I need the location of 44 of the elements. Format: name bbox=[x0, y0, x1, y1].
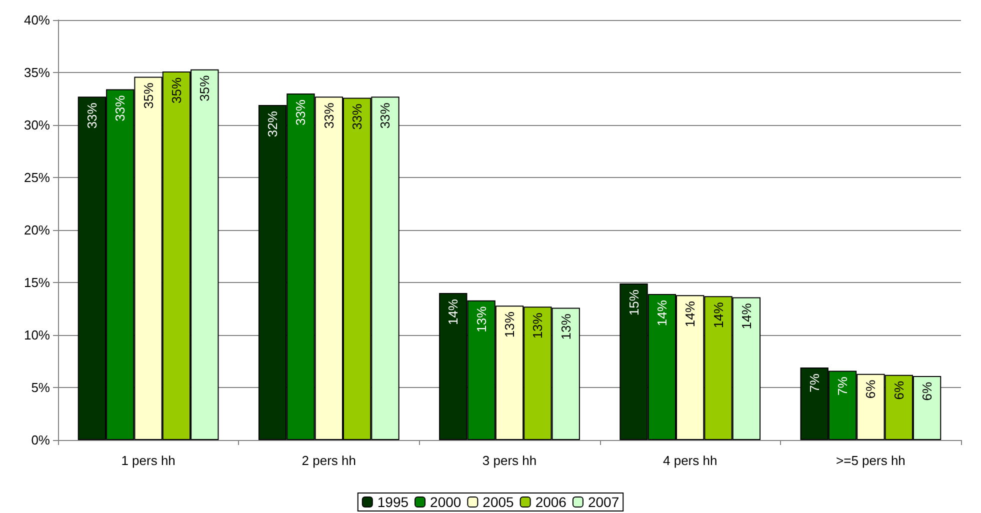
data-label: 7% bbox=[835, 376, 850, 396]
data-label: 14% bbox=[446, 298, 461, 326]
legend-label: 2006 bbox=[535, 494, 567, 510]
data-label: 33% bbox=[321, 102, 336, 129]
y-tick-label: 10% bbox=[24, 328, 50, 342]
data-label: 6% bbox=[863, 379, 878, 399]
y-tick-label: 20% bbox=[24, 222, 50, 238]
data-label: 13% bbox=[530, 312, 546, 339]
data-label: 15% bbox=[626, 289, 642, 316]
y-tick-label: 15% bbox=[24, 275, 50, 290]
data-label: 14% bbox=[682, 300, 698, 328]
y-tick-label: 5% bbox=[31, 380, 50, 395]
data-label: 35% bbox=[168, 77, 184, 104]
data-label: 13% bbox=[558, 313, 574, 340]
data-label: 33% bbox=[84, 102, 100, 129]
data-label: 32% bbox=[265, 110, 280, 138]
data-label: 7% bbox=[806, 373, 822, 392]
data-label: 35% bbox=[197, 74, 212, 102]
y-tick-label: 25% bbox=[24, 170, 50, 185]
y-tick-label: 40% bbox=[24, 12, 50, 28]
legend-label: 2005 bbox=[482, 494, 514, 510]
legend-label: 2007 bbox=[588, 494, 620, 510]
data-label: 6% bbox=[920, 382, 935, 401]
x-tick-label: 1 pers hh bbox=[121, 453, 176, 468]
data-label: 14% bbox=[710, 302, 726, 328]
y-tick-label: 35% bbox=[24, 65, 50, 80]
data-label: 33% bbox=[350, 103, 365, 130]
data-label: 33% bbox=[112, 94, 128, 122]
data-label: 33% bbox=[378, 102, 393, 129]
legend-label: 1995 bbox=[377, 494, 409, 510]
data-label: 13% bbox=[474, 306, 489, 332]
x-tick-label: 3 pers hh bbox=[482, 453, 537, 468]
y-tick-label: 0% bbox=[31, 432, 50, 448]
y-tick-label: 30% bbox=[24, 118, 50, 132]
data-label: 6% bbox=[891, 380, 906, 400]
data-label: 35% bbox=[140, 82, 156, 109]
x-tick-label: >=5 pers hh bbox=[836, 453, 906, 468]
data-label: 14% bbox=[738, 302, 754, 330]
data-label: 33% bbox=[293, 99, 308, 126]
data-label: 13% bbox=[502, 311, 517, 338]
legend-label: 2000 bbox=[430, 494, 462, 510]
x-tick-label: 2 pers hh bbox=[302, 453, 356, 468]
data-label: 14% bbox=[654, 300, 670, 326]
x-tick-label: 4 pers hh bbox=[663, 453, 718, 468]
